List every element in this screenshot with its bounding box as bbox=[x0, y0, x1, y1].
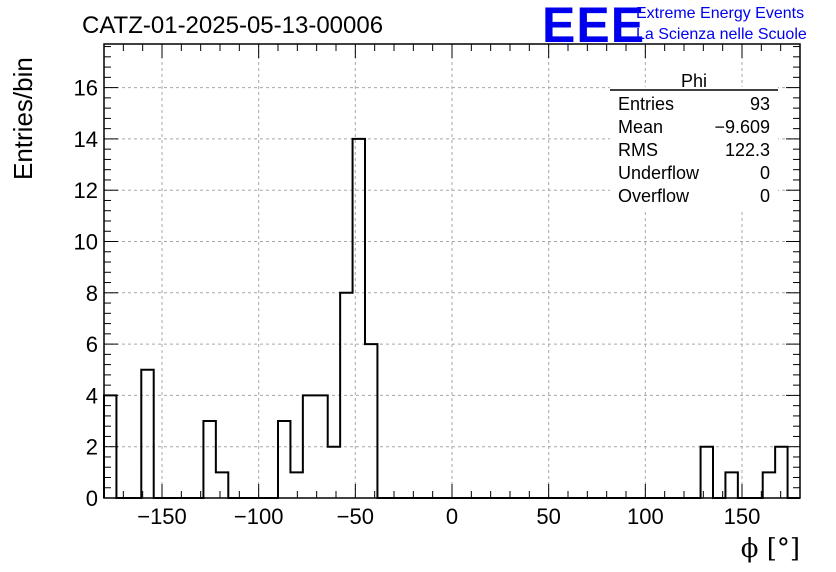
stats-value: 122.3 bbox=[725, 140, 770, 160]
histogram-bin bbox=[353, 139, 365, 498]
y-tick-label: 12 bbox=[74, 178, 98, 203]
stats-label: Overflow bbox=[618, 186, 690, 206]
histogram-bin bbox=[725, 472, 737, 498]
histogram-bin bbox=[141, 370, 153, 498]
stats-value: 93 bbox=[750, 94, 770, 114]
y-tick-label: 10 bbox=[74, 230, 98, 255]
histogram-bin bbox=[365, 344, 377, 498]
x-tick-label: −50 bbox=[337, 504, 374, 529]
stats-label: Mean bbox=[618, 117, 663, 137]
histogram-bin bbox=[763, 472, 775, 498]
stats-rows: Entries 93 Mean −9.609 RMS 122.3 Underflow 0 Ove… bbox=[618, 94, 770, 206]
x-tick-label: −150 bbox=[137, 504, 187, 529]
x-axis-label: ϕ [°] bbox=[741, 534, 800, 564]
histogram-bin bbox=[278, 421, 290, 498]
histogram-bin bbox=[216, 472, 228, 498]
y-tick-label: 8 bbox=[86, 281, 98, 306]
y-tick-label: 4 bbox=[86, 383, 98, 408]
y-tick-label: 6 bbox=[86, 332, 98, 357]
stats-box-background bbox=[610, 87, 778, 211]
histogram-bin bbox=[290, 472, 302, 498]
y-tick-label: 2 bbox=[86, 435, 98, 460]
histogram-bin bbox=[775, 447, 787, 498]
x-tick-label: 0 bbox=[446, 504, 458, 529]
logo-line-2: La Scienza nelle Scuole bbox=[636, 26, 807, 43]
y-tick-label: 0 bbox=[86, 486, 98, 511]
stats-value: 0 bbox=[760, 186, 770, 206]
histogram-bin bbox=[328, 447, 340, 498]
y-tick-label: 16 bbox=[74, 76, 98, 101]
x-tick-label: 150 bbox=[724, 504, 761, 529]
grid-lines bbox=[104, 44, 800, 498]
x-tick-label: −100 bbox=[234, 504, 284, 529]
stats-label: Underflow bbox=[618, 163, 700, 183]
x-tick-label: 100 bbox=[627, 504, 664, 529]
logo-line-1: Extreme Energy Events bbox=[636, 5, 804, 22]
stats-label: RMS bbox=[618, 140, 658, 160]
x-tick-label: 50 bbox=[536, 504, 560, 529]
y-tick-label: 14 bbox=[74, 127, 98, 152]
stats-value: 0 bbox=[760, 163, 770, 183]
stats-name: Phi bbox=[681, 71, 707, 91]
chart-title: CATZ-01-2025-05-13-00006 bbox=[82, 12, 383, 39]
eee-logo: EEE bbox=[542, 0, 645, 53]
stats-box: Phi Entries 93 Mean −9.609 RMS 122.3 Underflow… bbox=[610, 71, 778, 211]
axes: −150 −100 −50 0 50 100 150 0 2 4 6 8 10 12 14 16 bbox=[74, 43, 801, 529]
histogram-bin bbox=[203, 421, 215, 498]
stats-label: Entries bbox=[618, 94, 674, 114]
histogram-bin bbox=[701, 447, 713, 498]
y-axis-label: Entries/bin bbox=[8, 57, 38, 180]
stats-value: −9.609 bbox=[714, 117, 770, 137]
